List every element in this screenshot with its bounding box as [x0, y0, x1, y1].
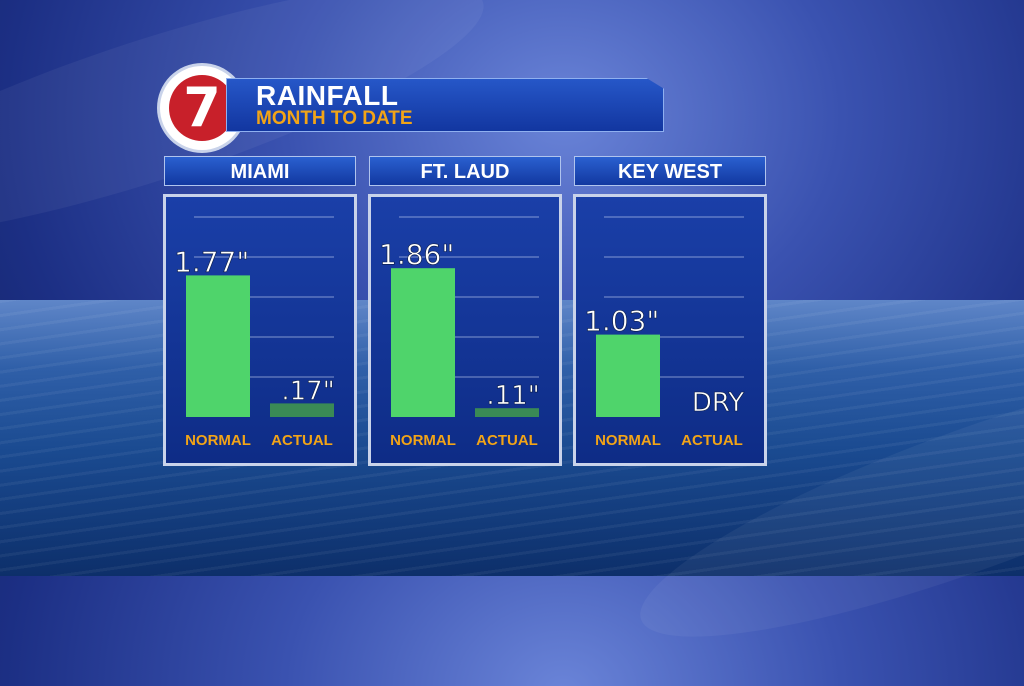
chart-panel-ft-laud: 1.86" NORMAL .11" ACTUAL — [368, 194, 562, 466]
value-label-actual: DRY — [692, 388, 744, 418]
category-label-normal: NORMAL — [390, 432, 456, 449]
chart-panel-miami: 1.77" NORMAL .17" ACTUAL — [163, 194, 357, 466]
value-label-normal: 1.03" — [584, 305, 659, 338]
chart-subtitle: MONTH TO DATE — [256, 108, 413, 129]
city-header-miami: MIAMI — [164, 156, 356, 186]
category-label-actual: ACTUAL — [271, 432, 333, 449]
bar-normal — [596, 334, 660, 417]
bar-chart: 1.03" NORMAL DRY ACTUAL — [584, 216, 745, 449]
bar-chart: 1.77" NORMAL .17" ACTUAL — [174, 216, 335, 449]
bar-actual — [270, 403, 334, 417]
bar-actual — [475, 408, 539, 417]
value-label-normal: 1.77" — [174, 245, 249, 278]
value-label-actual: .11" — [486, 381, 539, 411]
city-header-ft-laud: FT. LAUD — [369, 156, 561, 186]
category-label-actual: ACTUAL — [476, 432, 538, 449]
city-header-key-west: KEY WEST — [574, 156, 766, 186]
logo-seven: 7 — [169, 75, 235, 141]
bar-normal — [391, 268, 455, 417]
category-label-normal: NORMAL — [595, 432, 661, 449]
category-label-actual: ACTUAL — [681, 432, 743, 449]
value-label-actual: .17" — [281, 376, 334, 406]
bar-chart: 1.86" NORMAL .11" ACTUAL — [379, 216, 540, 449]
category-label-normal: NORMAL — [185, 432, 251, 449]
bar-normal — [186, 275, 250, 417]
title-banner — [226, 78, 664, 132]
chart-panel-key-west: 1.03" NORMAL DRY ACTUAL — [573, 194, 767, 466]
value-label-normal: 1.86" — [379, 238, 454, 271]
chart-title: RAINFALL — [256, 80, 399, 111]
